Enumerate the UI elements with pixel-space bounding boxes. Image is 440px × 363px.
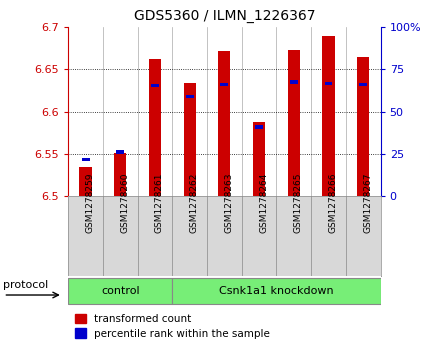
Bar <box>186 95 194 98</box>
Text: control: control <box>101 286 139 296</box>
Text: GSM1278267: GSM1278267 <box>363 172 372 233</box>
Bar <box>114 153 126 196</box>
Bar <box>80 167 92 196</box>
Bar <box>172 278 381 304</box>
Text: GSM1278266: GSM1278266 <box>329 172 337 233</box>
Bar <box>288 50 300 196</box>
Bar <box>357 57 369 196</box>
Bar <box>183 83 196 196</box>
Bar <box>68 278 172 304</box>
Text: GSM1278261: GSM1278261 <box>155 172 164 233</box>
Legend: transformed count, percentile rank within the sample: transformed count, percentile rank withi… <box>73 312 272 341</box>
Bar <box>255 125 263 129</box>
Text: GSM1278263: GSM1278263 <box>224 172 233 233</box>
Text: GSM1278265: GSM1278265 <box>294 172 303 233</box>
Text: GSM1278259: GSM1278259 <box>85 172 95 233</box>
Bar <box>290 80 298 84</box>
Bar <box>220 83 228 86</box>
Bar <box>325 82 333 85</box>
Text: GSM1278264: GSM1278264 <box>259 172 268 233</box>
Title: GDS5360 / ILMN_1226367: GDS5360 / ILMN_1226367 <box>134 9 315 24</box>
Bar <box>151 84 159 87</box>
Bar <box>149 59 161 196</box>
Bar <box>253 122 265 196</box>
Text: protocol: protocol <box>4 280 49 290</box>
Text: Csnk1a1 knockdown: Csnk1a1 knockdown <box>219 286 334 296</box>
Text: GSM1278260: GSM1278260 <box>120 172 129 233</box>
Bar <box>359 83 367 86</box>
Bar <box>81 158 89 162</box>
Bar <box>323 36 334 196</box>
Text: GSM1278262: GSM1278262 <box>190 172 199 233</box>
Bar <box>116 150 124 154</box>
Bar <box>218 51 231 196</box>
